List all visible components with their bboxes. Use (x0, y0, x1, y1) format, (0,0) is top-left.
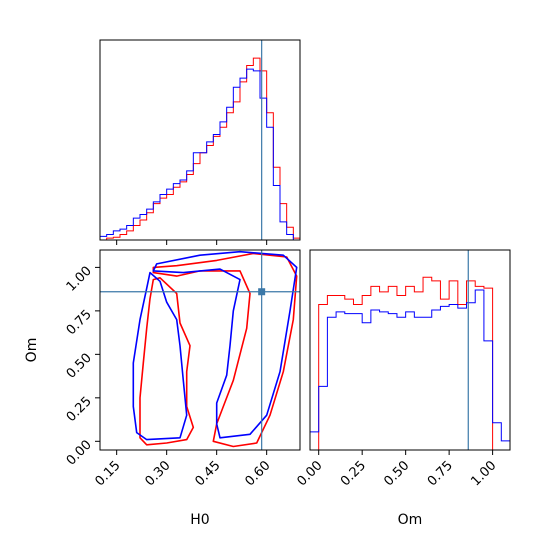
contour-level-red (152, 252, 298, 448)
y-tick-label: 0.25 (64, 394, 95, 425)
x-tick-label: 0.25 (338, 458, 369, 489)
x-axis-label-h0: H0 (190, 512, 209, 528)
histogram-series-red (100, 57, 301, 241)
x-tick-label: 0.50 (381, 458, 412, 489)
y-tick-label: 0.50 (64, 351, 95, 382)
contour-level-blue (132, 271, 188, 441)
x-tick-label: 0.60 (242, 458, 273, 489)
panel-frame (309, 249, 511, 451)
histogram-series-blue (99, 68, 300, 241)
y-tick-label: 0.00 (64, 438, 95, 469)
histogram-series-blue (309, 289, 511, 450)
h0-om-contour-panel: 0.15 0.30 0.45 0.60 0.00 0.25 0.50 0.75 1.00 (64, 249, 301, 489)
x-tick-label: 0.30 (142, 458, 173, 489)
panel-frame (99, 39, 301, 241)
om-histogram-panel: 0.00 0.25 0.50 0.75 1.00 (294, 249, 511, 489)
x-tick-label: 0.75 (425, 458, 456, 489)
h0-histogram-panel (99, 39, 301, 245)
y-axis-label-om: Om (24, 338, 40, 363)
x-tick-label: 0.00 (294, 458, 325, 489)
x-tick-label: 0.15 (92, 458, 123, 489)
y-tick-label: 1.00 (64, 264, 95, 295)
panel-frame (99, 249, 301, 451)
x-axis-label-om: Om (398, 512, 423, 528)
histogram-series-red (310, 276, 510, 451)
y-tick-label: 0.75 (64, 307, 95, 338)
contour-level-blue (152, 250, 298, 439)
x-tick-label: 1.00 (468, 458, 499, 489)
truth-marker (258, 288, 266, 296)
x-tick-label: 0.45 (192, 458, 223, 489)
contour-level-red (139, 277, 195, 446)
